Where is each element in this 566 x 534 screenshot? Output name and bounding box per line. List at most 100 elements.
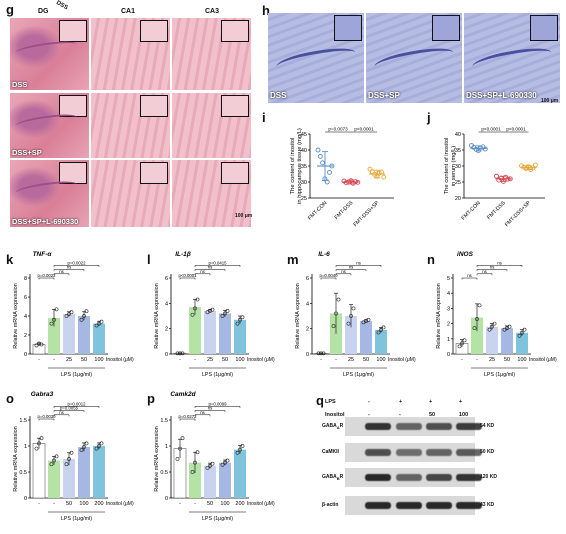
- data-point: [319, 351, 323, 356]
- row-label: DSS: [12, 80, 28, 89]
- x-tick-label: 200: [235, 501, 244, 507]
- lps-label: LPS (1μg/ml): [484, 372, 515, 378]
- zoom-inset-box: [59, 95, 87, 117]
- data-point: [67, 457, 71, 461]
- data-point: [482, 146, 488, 152]
- bar: [219, 462, 231, 498]
- bar: [330, 313, 342, 354]
- data-point: [82, 314, 86, 318]
- y-tick-label: 2: [24, 333, 27, 339]
- significance-label: p=0.0022: [67, 260, 86, 265]
- data-point: [79, 448, 84, 453]
- panel-label-i: i: [262, 110, 266, 125]
- data-point: [520, 330, 524, 335]
- data-point: [225, 458, 230, 463]
- significance-label: p=0.0022: [37, 273, 56, 278]
- x-tick-label: 100: [220, 501, 229, 507]
- column-header-ca3: CA3: [205, 8, 220, 15]
- y-axis-label: Relative mRNA expression: [13, 426, 19, 491]
- data-point: [322, 176, 328, 182]
- data-point: [343, 180, 349, 186]
- significance-label: ns: [208, 406, 213, 411]
- x-tick-label: -: [335, 357, 337, 363]
- data-point: [366, 317, 371, 322]
- y-tick-label: 4: [24, 314, 27, 320]
- x-unit-label: Inositol (μM): [529, 357, 557, 363]
- neuron-layer-band: [471, 44, 553, 75]
- data-point: [178, 351, 182, 356]
- blot-strip: [345, 468, 482, 487]
- panel-label-j: j: [427, 110, 431, 125]
- data-point: [530, 165, 536, 171]
- data-point: [367, 166, 373, 172]
- cropped-header: DSS: [55, 0, 69, 12]
- x-tick-label: -: [194, 357, 196, 363]
- data-point: [490, 324, 494, 329]
- x-unit-label: Inositol (μM): [247, 357, 275, 363]
- significance-label: ns: [208, 265, 213, 270]
- data-point: [99, 441, 104, 446]
- data-point: [240, 444, 245, 448]
- chart-title: Gabra3: [31, 391, 54, 398]
- y-tick-label: 1: [447, 337, 450, 343]
- bar: [234, 449, 246, 498]
- y-tick-label: 30: [455, 164, 461, 170]
- data-point: [525, 164, 531, 170]
- data-point: [208, 463, 212, 468]
- blot-band: [365, 423, 391, 430]
- lps-label: LPS (1μg/ml): [61, 516, 92, 522]
- x-tick-label: FMT-DSS+SP: [353, 200, 381, 228]
- blot-band: [456, 502, 482, 509]
- data-point: [517, 333, 522, 338]
- x-tick-label: FMT-CON: [307, 200, 328, 221]
- image-label: DSS+SP: [368, 91, 400, 100]
- x-tick-label: -: [53, 357, 55, 363]
- x-tick-label: -: [476, 357, 478, 363]
- blot-band: [396, 474, 422, 481]
- data-point: [315, 147, 321, 153]
- data-point: [522, 327, 527, 332]
- chart-title: iNOS: [457, 251, 474, 258]
- data-point: [460, 341, 464, 346]
- scale-bar-label: 100 μm: [235, 213, 253, 219]
- data-point: [223, 460, 227, 465]
- zoom-inset-box: [530, 15, 558, 41]
- bar: [78, 447, 90, 498]
- data-point: [316, 351, 321, 356]
- data-point: [69, 310, 74, 315]
- blot-header-value: -: [399, 412, 401, 418]
- y-tick-label: 0: [306, 352, 309, 358]
- data-point: [52, 317, 56, 322]
- bar: [234, 319, 246, 354]
- zoom-inset-box: [432, 15, 460, 41]
- data-point: [498, 175, 504, 181]
- y-tick-label: 30: [301, 180, 307, 186]
- he-stain-image: [91, 18, 170, 90]
- significance-label: p<0.0001: [481, 127, 501, 132]
- he-stain-image: [172, 18, 251, 90]
- row-label: DSS+SP+L-690330: [12, 217, 79, 226]
- panel-label-p: p: [147, 391, 155, 406]
- data-point: [492, 321, 497, 326]
- panel-label-g: g: [6, 2, 14, 17]
- data-point: [331, 324, 336, 329]
- data-point: [369, 169, 375, 175]
- significance-label: p<0.0001: [506, 127, 526, 132]
- y-tick-label: 4: [165, 301, 168, 307]
- blot-band: [426, 502, 452, 509]
- blot-header-label: LPS: [325, 399, 336, 405]
- y-tick-label: 35: [455, 148, 461, 154]
- zoom-inset-box: [221, 162, 249, 184]
- data-point: [175, 351, 180, 356]
- blot-protein-label: β-actin: [322, 502, 339, 508]
- blot-kd-label: 43 KD: [480, 502, 495, 508]
- blot-band: [426, 474, 452, 481]
- y-tick-label: 0.5: [19, 470, 27, 476]
- data-point: [37, 341, 41, 346]
- data-point: [500, 178, 506, 184]
- x-tick-label: 25: [207, 357, 213, 363]
- panel-label-m: m: [287, 252, 299, 267]
- bar: [32, 443, 46, 499]
- data-point: [190, 470, 195, 474]
- data-point: [240, 315, 245, 320]
